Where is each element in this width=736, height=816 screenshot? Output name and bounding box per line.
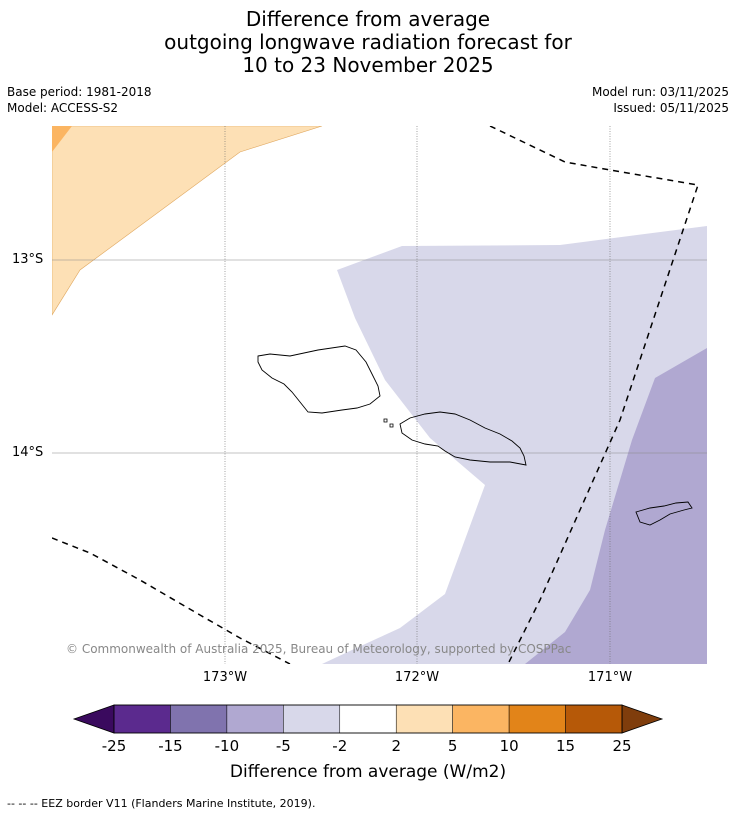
colorbar-tick-label: -5 — [275, 737, 291, 755]
colorbar-tick-label: 10 — [499, 737, 519, 755]
colorbar-tick-label: -10 — [214, 737, 240, 755]
model-name: Model: ACCESS-S2 — [7, 101, 119, 115]
map-area — [52, 126, 707, 664]
colorbar-tick-label: -2 — [332, 737, 348, 755]
lat-label-13s: 13°S — [12, 252, 44, 267]
colorbar-tick-label: 15 — [556, 737, 576, 755]
title-line-2: outgoing longwave radiation forecast for — [164, 30, 572, 54]
eez-footnote: -- -- -- EEZ border V11 (Flanders Marine… — [7, 797, 316, 810]
colorbar-tick-label: 2 — [391, 737, 401, 755]
lon-label-173w: 173°W — [202, 670, 248, 685]
eez-border-west — [52, 537, 291, 664]
meta-right: Model run: 03/11/2025 Issued: 05/11/2025 — [592, 84, 729, 116]
colorbar-frame — [113, 704, 623, 734]
copyright-notice: © Commonwealth of Australia 2025, Bureau… — [66, 642, 572, 656]
colorbar-segment-8 — [565, 704, 623, 734]
colorbar-tick-label: 5 — [447, 737, 458, 755]
apolima-islet — [389, 423, 394, 428]
positive-anomaly-region — [52, 126, 323, 316]
model-run: Model run: 03/11/2025 — [591, 85, 729, 99]
moderate-negative-anomaly-region — [525, 348, 707, 664]
colorbar-title: Difference from average (W/m2) — [229, 762, 507, 782]
colorbar-tick-label: 25 — [612, 737, 632, 755]
colorbar-segment-7 — [508, 704, 566, 734]
base-period: Base period: 1981-2018 — [7, 85, 152, 99]
colorbar-tick-label: -15 — [158, 737, 183, 755]
colorbar — [72, 704, 664, 734]
chart-title: Difference from average outgoing longwav… — [0, 8, 736, 77]
colorbar-segment-4 — [339, 704, 397, 734]
colorbar-tick-label: -25 — [101, 737, 127, 755]
upolu-island — [399, 411, 527, 466]
tutuila-island — [635, 501, 693, 526]
lon-label-172w: 172°W — [394, 670, 440, 685]
title-line-3: 10 to 23 November 2025 — [242, 53, 494, 77]
issued-date: Issued: 05/11/2025 — [613, 101, 729, 115]
title-line-1: Difference from average — [245, 7, 491, 31]
lat-label-14s: 14°S — [12, 445, 44, 460]
colorbar-over-arrow — [621, 704, 664, 734]
manono-islet — [383, 418, 388, 423]
colorbar-segment-3 — [283, 704, 341, 734]
savaii-island — [257, 345, 381, 414]
colorbar-segment-2 — [226, 704, 284, 734]
strong-positive-anomaly-region — [52, 126, 72, 152]
colorbar-segment-0 — [113, 704, 171, 734]
colorbar-segment-6 — [452, 704, 510, 734]
meta-left: Base period: 1981-2018 Model: ACCESS-S2 — [7, 84, 152, 116]
lon-label-171w: 171°W — [587, 670, 633, 685]
colorbar-segment-5 — [395, 704, 453, 734]
eez-border-east — [489, 126, 699, 664]
colorbar-segment-1 — [170, 704, 228, 734]
colorbar-under-arrow — [72, 704, 115, 734]
